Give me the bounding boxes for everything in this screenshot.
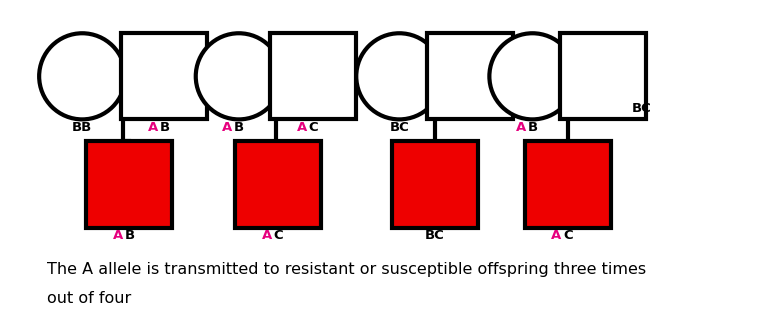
- Bar: [270, 33, 356, 119]
- Text: C: C: [309, 121, 318, 134]
- Text: out of four: out of four: [47, 291, 132, 306]
- Text: A: A: [222, 121, 233, 134]
- Text: C: C: [563, 229, 572, 242]
- Text: BC: BC: [632, 102, 652, 115]
- Ellipse shape: [489, 33, 576, 119]
- Bar: [560, 33, 646, 119]
- Text: A: A: [551, 229, 561, 242]
- Ellipse shape: [356, 33, 442, 119]
- Bar: [235, 142, 321, 227]
- Text: B: B: [528, 121, 538, 134]
- Text: BC: BC: [424, 229, 445, 242]
- Text: The A allele is transmitted to resistant or susceptible offspring three times: The A allele is transmitted to resistant…: [47, 262, 646, 277]
- Text: A: A: [516, 121, 526, 134]
- Text: A: A: [262, 229, 272, 242]
- Text: A: A: [148, 121, 158, 134]
- Ellipse shape: [39, 33, 125, 119]
- Bar: [86, 142, 172, 227]
- Text: B: B: [160, 121, 170, 134]
- Ellipse shape: [196, 33, 282, 119]
- Text: C: C: [273, 229, 283, 242]
- Bar: [427, 33, 513, 119]
- Text: B: B: [234, 121, 244, 134]
- Text: B: B: [124, 229, 135, 242]
- Text: A: A: [297, 121, 307, 134]
- Bar: [392, 142, 478, 227]
- Text: BC: BC: [389, 121, 410, 134]
- Text: A: A: [113, 229, 123, 242]
- Bar: [121, 33, 207, 119]
- Text: BB: BB: [72, 121, 92, 134]
- Bar: [525, 142, 611, 227]
